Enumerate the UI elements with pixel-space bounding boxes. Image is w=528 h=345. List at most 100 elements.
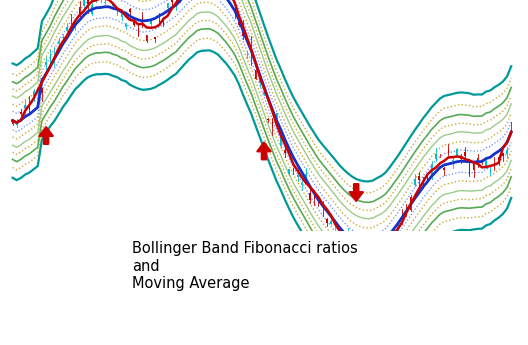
Bar [171, 0, 173, 2]
Bar [414, 179, 416, 185]
Bar [284, 150, 286, 153]
Bar [175, 6, 177, 7]
Bar [142, 18, 143, 25]
Bar [406, 210, 407, 215]
Bar [351, 241, 353, 245]
Bar [485, 161, 487, 166]
Bar [263, 92, 265, 94]
Bar [468, 165, 470, 174]
Bar [138, 28, 139, 36]
Bar [343, 246, 344, 247]
Bar [74, 22, 76, 25]
Bar [67, 27, 68, 31]
Bar [259, 75, 260, 83]
Bar [268, 119, 269, 120]
Bar [12, 122, 13, 124]
Bar [238, 18, 240, 25]
Bar [79, 7, 80, 14]
Bar [288, 169, 290, 174]
Bar [255, 70, 257, 79]
Bar [45, 62, 47, 65]
Bar [489, 169, 491, 172]
Bar [112, 4, 114, 7]
Bar [385, 239, 386, 248]
Bar [58, 41, 59, 44]
Bar [271, 120, 273, 128]
Bar [498, 157, 499, 160]
Bar [456, 149, 457, 157]
Bar [368, 260, 370, 262]
Bar [372, 254, 374, 255]
Bar [24, 105, 26, 108]
Bar [473, 164, 474, 170]
Bar [129, 9, 130, 12]
Bar [117, 8, 118, 14]
Bar [452, 160, 454, 161]
Bar [381, 243, 382, 245]
Bar [301, 183, 303, 185]
Bar [389, 234, 390, 235]
Bar [435, 154, 437, 159]
Bar [393, 233, 394, 234]
Bar [347, 237, 348, 242]
Bar [37, 88, 39, 90]
Bar [460, 157, 461, 159]
Bar [87, 0, 89, 4]
Bar [121, 13, 122, 17]
Bar [154, 37, 156, 39]
Bar [134, 20, 135, 25]
Text: Bollinger Band Fibonacci ratios
and
Moving Average: Bollinger Band Fibonacci ratios and Movi… [132, 241, 358, 291]
Bar [276, 113, 277, 120]
Bar [163, 19, 164, 24]
Bar [481, 160, 483, 161]
Bar [427, 178, 428, 179]
Bar [448, 149, 449, 154]
Bar [146, 36, 147, 41]
Bar [251, 47, 252, 56]
Bar [376, 247, 378, 249]
Bar [167, 3, 168, 8]
Bar [477, 158, 478, 164]
Bar [29, 105, 30, 110]
Bar [150, 21, 152, 24]
Bar [16, 121, 17, 125]
Bar [410, 197, 411, 210]
Bar [331, 221, 332, 224]
Bar [54, 55, 55, 60]
Bar [242, 26, 244, 36]
Bar [465, 152, 466, 156]
Bar [234, 9, 235, 12]
Bar [314, 195, 315, 199]
Bar [297, 175, 298, 177]
Bar [71, 20, 72, 21]
Bar [364, 251, 365, 269]
Bar [511, 130, 512, 131]
Bar [335, 225, 336, 226]
Bar [355, 246, 357, 261]
Bar [431, 164, 432, 175]
Bar [506, 150, 508, 154]
Bar [398, 226, 399, 228]
Bar [104, 2, 106, 3]
Bar [502, 153, 504, 156]
Bar [293, 169, 294, 171]
Bar [326, 219, 327, 223]
Bar [309, 193, 311, 200]
Bar [402, 216, 403, 221]
Bar [33, 91, 34, 96]
Bar [91, 5, 93, 14]
Bar [338, 232, 340, 235]
Bar [247, 53, 248, 54]
Bar [494, 165, 495, 167]
Bar [280, 136, 281, 146]
Bar [41, 88, 43, 93]
Bar [305, 174, 307, 178]
Bar [360, 260, 361, 263]
Bar [50, 55, 51, 64]
Bar [180, 0, 181, 1]
Bar [322, 203, 323, 205]
Bar [125, 24, 126, 27]
Bar [20, 112, 22, 114]
Bar [318, 199, 319, 203]
Bar [158, 21, 160, 22]
